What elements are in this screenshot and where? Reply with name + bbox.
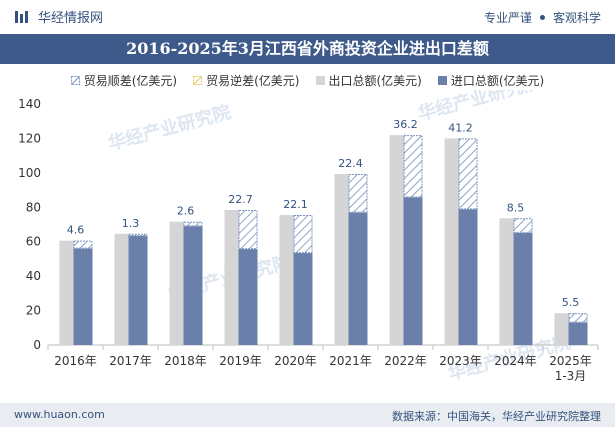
watermark: 华经产业研究院 <box>416 90 543 125</box>
import-bar <box>128 236 148 345</box>
data-label: 2.6 <box>177 205 195 218</box>
brand-name: 华经情报网 <box>38 11 104 26</box>
import-bar <box>403 197 423 345</box>
axes: 0 20 40 60 80 100 120 140 2016年 2017年 2018年 2019年 20… <box>18 97 599 383</box>
surplus-bar <box>513 218 533 233</box>
x-tick-label: 2019年 <box>219 354 262 368</box>
y-tick-label: 0 <box>33 338 41 352</box>
y-tick-label: 120 <box>18 131 41 145</box>
x-tick-label: 2018年 <box>164 354 207 368</box>
import-bar <box>348 212 368 345</box>
import-bar <box>73 248 93 345</box>
y-tick-label: 60 <box>26 235 41 249</box>
legend-label-import: 进口总额(亿美元) <box>450 74 545 88</box>
x-tick-label: 2024年 <box>494 354 537 368</box>
import-bar <box>183 226 203 345</box>
legend-item-deficit: 贸易逆差(亿美元) <box>193 72 300 89</box>
import-bar <box>458 209 478 345</box>
data-label: 22.4 <box>338 157 363 170</box>
y-tick-label: 20 <box>26 304 41 318</box>
footer-source: 数据来源：中国海关，华经产业研究院整理 <box>392 410 601 423</box>
bars: 4.6 1.3 2.6 22.7 22.1 22.4 36.2 41.2 8.5 5.5 <box>59 118 588 345</box>
tagline-2: 客观科学 <box>552 11 601 25</box>
surplus-bar <box>348 174 368 213</box>
top-bar: 华经情报网 专业严谨 客观科学 <box>0 0 615 34</box>
import-swatch-icon <box>437 76 447 85</box>
x-tick-label: 2021年 <box>329 354 372 368</box>
import-bar <box>238 249 258 345</box>
legend-item-import: 进口总额(亿美元) <box>437 72 545 89</box>
surplus-bar <box>238 210 258 250</box>
brand: 华经情报网 <box>14 7 103 26</box>
surplus-bar <box>73 240 93 249</box>
surplus-bar <box>403 135 423 198</box>
tagline: 专业严谨 客观科学 <box>484 9 601 26</box>
y-tick-label: 140 <box>18 97 41 111</box>
legend-item-surplus: 贸易顺差(亿美元) <box>70 72 178 89</box>
watermark: 华经产业研究院 <box>106 101 233 155</box>
surplus-swatch-icon <box>70 76 80 85</box>
bar-chart: 华经产业研究院 华经产业研究院 华经产业研究院 华经产业研究院 02040608… <box>18 90 599 385</box>
surplus-bar <box>458 138 478 210</box>
x-tick-label: 2025年 <box>549 354 592 368</box>
chart-legend: 贸易顺差(亿美元) 贸易逆差(亿美元) 出口总额(亿美元) 进口总额(亿美元) <box>0 72 615 89</box>
surplus-bar <box>128 233 148 237</box>
deficit-swatch-icon <box>193 76 203 85</box>
data-label: 36.2 <box>393 118 418 131</box>
import-bar <box>293 253 313 345</box>
x-tick-label: 2020年 <box>274 354 317 368</box>
x-tick-label: 1-3月 <box>555 369 587 383</box>
tagline-1: 专业严谨 <box>483 11 532 25</box>
legend-label-export: 出口总额(亿美元) <box>328 74 422 88</box>
data-label: 22.7 <box>228 193 253 206</box>
x-tick-label: 2017年 <box>109 354 152 368</box>
y-tick-label: 80 <box>26 200 41 214</box>
surplus-bar <box>293 215 313 254</box>
chart-title: 2016-2025年3月江西省外商投资企业进出口差额 <box>0 34 615 64</box>
x-tick-label: 2022年 <box>384 354 427 368</box>
surplus-bar <box>568 313 588 323</box>
export-swatch-icon <box>315 76 325 85</box>
x-tick-label: 2023年 <box>439 354 482 368</box>
data-label: 4.6 <box>67 224 85 237</box>
data-label: 8.5 <box>507 201 525 214</box>
footer-url[interactable]: www.huaon.com <box>14 408 105 421</box>
y-tick-label: 100 <box>18 166 41 180</box>
surplus-bar <box>183 221 203 227</box>
x-tick-label: 2016年 <box>54 354 97 368</box>
legend-label-deficit: 贸易逆差(亿美元) <box>206 74 300 88</box>
import-bar <box>568 322 588 345</box>
dot-icon <box>539 15 545 20</box>
huajing-logo-icon <box>15 10 28 23</box>
data-label: 22.1 <box>283 198 308 211</box>
data-label: 41.2 <box>448 121 473 134</box>
data-label: 5.5 <box>562 296 580 309</box>
y-tick-label: 40 <box>26 269 41 283</box>
data-label: 1.3 <box>122 217 140 230</box>
legend-item-export: 出口总额(亿美元) <box>315 72 422 89</box>
legend-label-surplus: 贸易顺差(亿美元) <box>83 74 178 88</box>
import-bar <box>513 232 533 345</box>
footer: www.huaon.com 数据来源：中国海关，华经产业研究院整理 <box>0 403 615 427</box>
